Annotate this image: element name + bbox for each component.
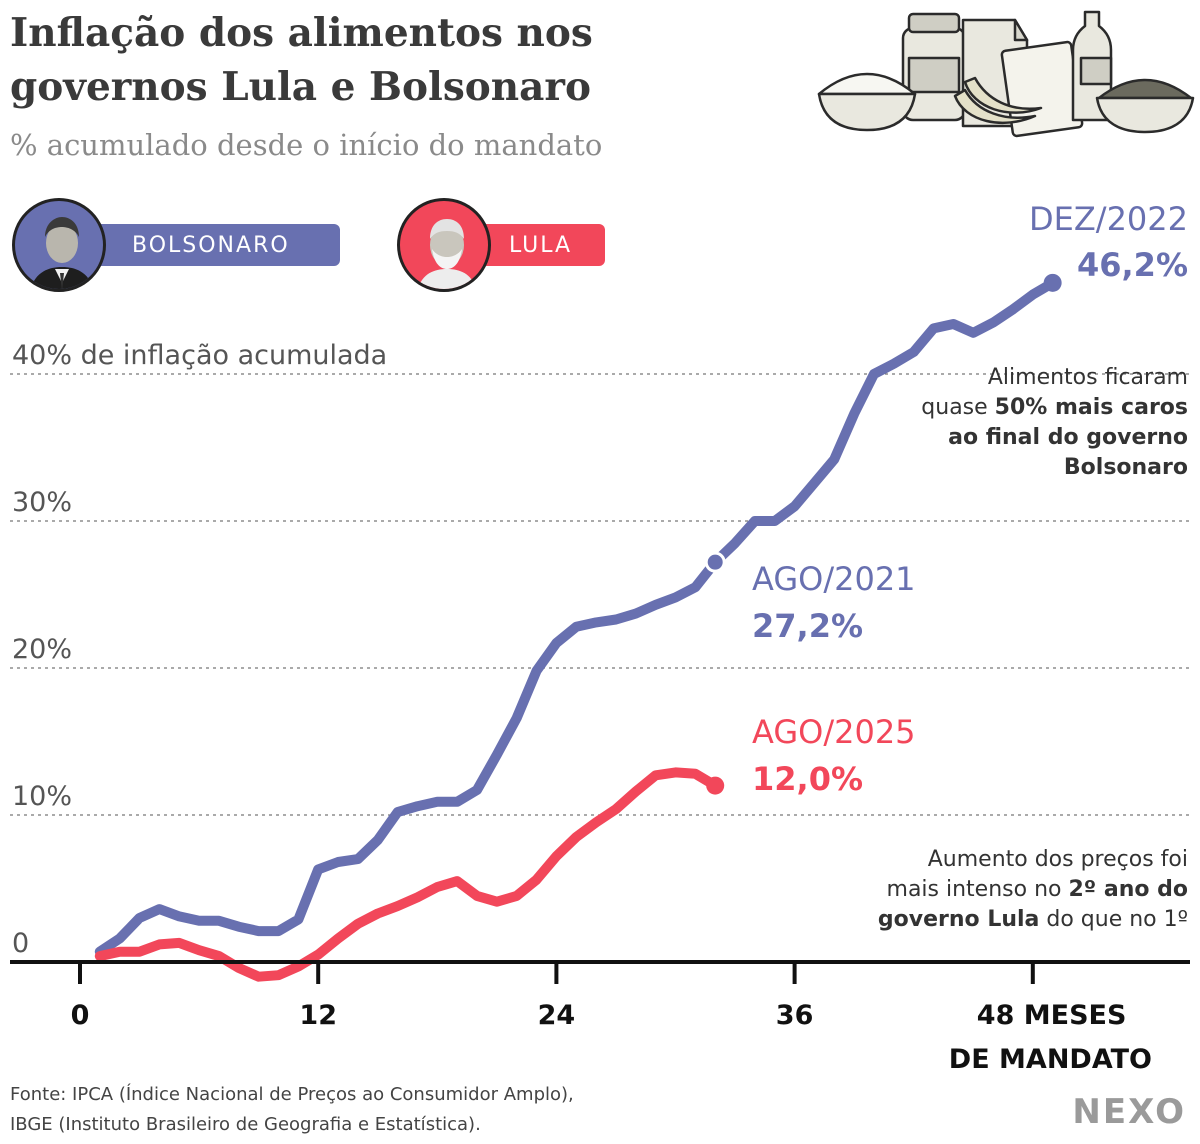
x-tick-label-36: 36 [776, 1000, 814, 1031]
lula-avatar [397, 198, 491, 292]
x-tick-label-48: 48 MESES [977, 1000, 1127, 1031]
annotation-ago2021-date: AGO/2021 [752, 560, 916, 598]
legend-lula-pill: LULA [475, 224, 605, 266]
title-line-2: governos Lula e Bolsonaro [10, 64, 591, 110]
annotation-ago2021-value: 27,2% [752, 607, 863, 645]
title-line-1: Inflação dos alimentos nos [10, 10, 593, 56]
banana-icon [953, 88, 1037, 124]
source-line-2: IBGE (Instituto Brasileiro de Geografia … [10, 1114, 481, 1135]
y-tick-label-0: 0 [12, 928, 29, 959]
grid-layer: 0 10% 20% 30% 40% de inflação acumulada [10, 340, 1190, 959]
note-lula-line-3: governo Lula do que no 1º [878, 907, 1188, 932]
axis-layer: 0 12 24 36 48 MESES DE MANDATO [10, 960, 1190, 1075]
legend-lula: LULA [395, 198, 615, 298]
annotation-dez2022-value: 46,2% [1077, 246, 1188, 284]
y-tick-label-30: 30% [12, 487, 72, 518]
annotation-ago2025-date: AGO/2025 [752, 713, 916, 751]
note-lula-line-2: mais intenso no 2º ano do [887, 877, 1188, 902]
x-tick-label-24: 24 [538, 1000, 576, 1031]
y-tick-label-10: 10% [12, 781, 72, 812]
legend-lula-label: LULA [509, 232, 573, 258]
series-line-bolsonaro [94, 277, 1058, 957]
legend-bolsonaro: BOLSONARO [10, 198, 350, 298]
line-layer [94, 273, 1062, 982]
series-line-lula [94, 767, 721, 982]
marker-lula-end [706, 776, 725, 795]
legend-bolsonaro-label: BOLSONARO [132, 232, 290, 258]
x-axis-label-line2: DE MANDATO [949, 1044, 1152, 1075]
source-line-1: Fonte: IPCA (Índice Nacional de Preços a… [10, 1084, 574, 1105]
source-note: Fonte: IPCA (Índice Nacional de Preços a… [10, 1080, 574, 1140]
annotation-dez2022-date: DEZ/2022 [1029, 200, 1188, 238]
label-layer: DEZ/2022 46,2% AGO/2021 27,2% AGO/2025 12,0% A… [752, 200, 1188, 932]
beans-bowl-icon [1097, 78, 1193, 100]
y-tick-label-40: 40% de inflação acumulada [12, 340, 387, 371]
note-bolsonaro-line-4: Bolsonaro [1064, 455, 1188, 480]
chart-subtitle: % acumulado desde o início do mandato [10, 128, 603, 162]
note-bolsonaro-line-2: quase 50% mais caros [921, 395, 1188, 420]
bolsonaro-avatar [12, 198, 106, 292]
marker-bolsonaro-ago2021 [704, 551, 726, 573]
note-lula-line-1: Aumento dos preços foi [928, 847, 1188, 872]
food-illustration [817, 10, 1195, 138]
y-tick-label-20: 20% [12, 634, 72, 665]
x-tick-label-0: 0 [71, 1000, 90, 1031]
x-tick-label-12: 12 [299, 1000, 337, 1031]
annotation-ago2025-value: 12,0% [752, 760, 863, 798]
note-bolsonaro-line-3: ao final do governo [948, 425, 1188, 450]
chart-area: 0 10% 20% 30% 40% de inflação acumulada 0 12 2… [10, 200, 1190, 1075]
marker-bolsonaro-end [1043, 273, 1062, 292]
legend-bolsonaro-pill: BOLSONARO [90, 224, 340, 266]
chart-title: Inflação dos alimentos nos governos Lula… [10, 6, 710, 114]
note-bolsonaro-line-1: Alimentos ficaram [988, 365, 1188, 390]
flour-bowl-icon [817, 72, 917, 96]
brand-logo: NEXO [1072, 1092, 1186, 1132]
